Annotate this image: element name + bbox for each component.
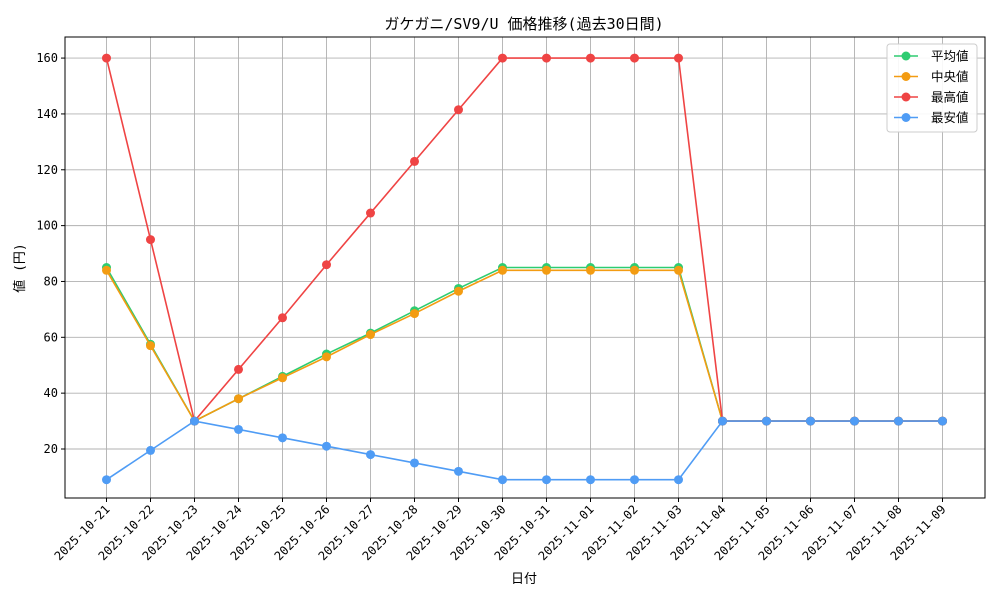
legend-marker	[901, 92, 911, 102]
legend-item: 中央値	[894, 69, 969, 84]
legend-marker	[901, 51, 911, 61]
data-point	[366, 330, 375, 340]
data-point	[586, 265, 595, 275]
data-point	[322, 260, 331, 270]
data-point	[454, 466, 463, 476]
x-axis-title: 日付	[511, 572, 537, 587]
data-point	[498, 265, 507, 275]
data-point	[498, 53, 507, 63]
series-最安値	[102, 416, 947, 485]
data-point	[278, 433, 287, 443]
data-point	[806, 416, 815, 426]
data-point	[146, 235, 155, 245]
data-point	[542, 265, 551, 275]
data-point	[102, 53, 111, 63]
data-point	[586, 475, 595, 485]
y-tick-label: 100	[36, 219, 58, 233]
data-point	[322, 441, 331, 451]
legend-item: 最安値	[894, 110, 969, 125]
data-point	[410, 156, 419, 166]
data-point	[542, 475, 551, 485]
y-tick-label: 20	[44, 442, 58, 456]
y-tick-label: 120	[36, 163, 58, 177]
data-point	[850, 416, 859, 426]
legend-box	[886, 43, 978, 133]
data-point	[938, 416, 947, 426]
data-point	[322, 352, 331, 362]
data-point	[234, 364, 243, 374]
y-tick-label: 60	[44, 330, 58, 344]
legend-item: 平均値	[894, 49, 969, 64]
legend-marker	[901, 113, 911, 122]
y-tick-label: 140	[36, 107, 58, 121]
data-point	[674, 265, 683, 275]
data-point	[146, 341, 155, 351]
chart-title: ガケガニ/SV9/U 価格推移(過去30日間)	[384, 15, 663, 33]
data-point	[454, 105, 463, 115]
data-point	[102, 475, 111, 485]
data-point	[102, 265, 111, 275]
data-point	[762, 416, 771, 426]
y-tick-label: 80	[44, 274, 58, 288]
data-point	[278, 313, 287, 323]
data-point	[630, 265, 639, 275]
legend-label: 中央値	[931, 69, 969, 84]
data-point	[630, 475, 639, 485]
data-point	[410, 458, 419, 468]
data-point	[234, 424, 243, 434]
data-point	[366, 208, 375, 218]
y-tick-label: 160	[36, 51, 58, 65]
data-point	[498, 475, 507, 485]
data-point	[718, 416, 727, 426]
data-point	[278, 373, 287, 383]
legend-label: 最高値	[931, 90, 969, 105]
legend-item: 最高値	[894, 90, 969, 105]
data-point	[894, 416, 903, 426]
legend-marker	[901, 72, 911, 81]
y-axis-title: 値 (円)	[12, 243, 28, 292]
data-point	[674, 53, 683, 63]
legend-label: 平均値	[931, 49, 969, 64]
data-point	[190, 416, 199, 426]
data-point	[630, 53, 639, 63]
data-point	[146, 445, 155, 455]
data-point	[454, 286, 463, 296]
legend-label: 最安値	[931, 110, 969, 125]
data-point	[674, 475, 683, 485]
data-point	[410, 309, 419, 319]
data-point	[542, 53, 551, 63]
data-point	[366, 450, 375, 460]
plot-frame	[64, 36, 986, 499]
series-lines	[102, 53, 947, 485]
y-tick-label: 40	[44, 386, 58, 400]
data-point	[234, 394, 243, 404]
data-point	[586, 53, 595, 63]
series-line	[106, 420, 943, 481]
